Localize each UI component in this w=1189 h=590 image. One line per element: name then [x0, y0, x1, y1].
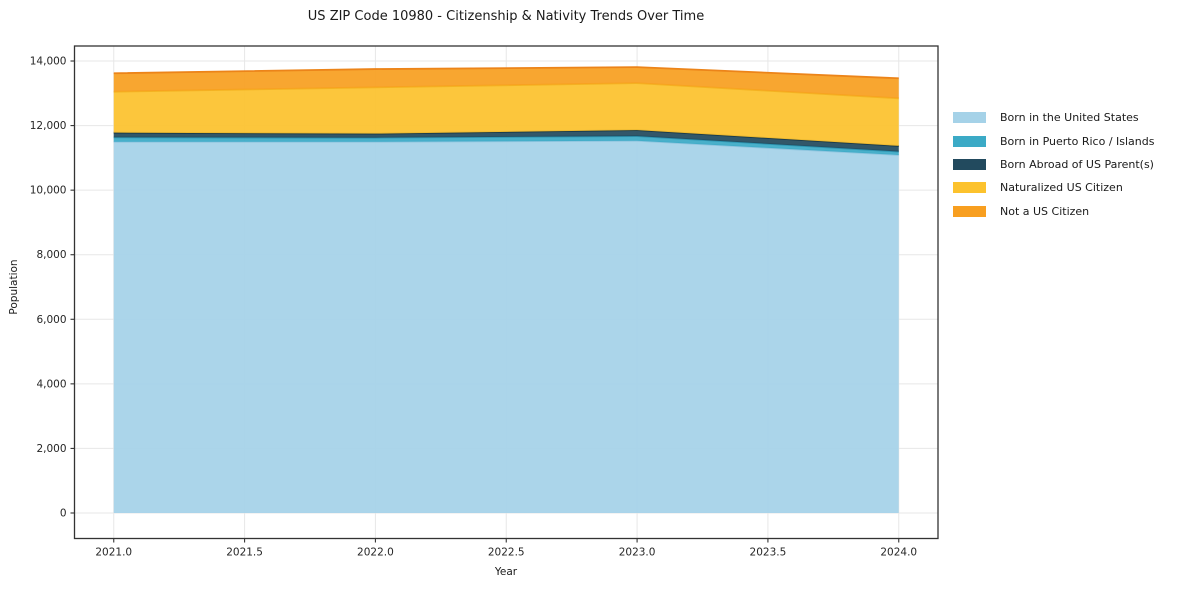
- x-tick-label: 2024.0: [880, 547, 917, 559]
- legend-item-label: Naturalized US Citizen: [1000, 181, 1123, 195]
- y-tick-label: 10,000: [30, 185, 67, 197]
- x-axis-ticks: 2021.0 2021.5 2022.0 2022.5 2023.0 2023.5 2024…: [95, 538, 917, 559]
- x-tick-label: 2023.0: [619, 547, 656, 559]
- x-tick-label: 2022.5: [488, 547, 525, 559]
- legend: Born in the United States Born in Puerto …: [953, 106, 1154, 223]
- y-tick-label: 12,000: [30, 120, 67, 132]
- legend-swatch: [953, 158, 986, 170]
- legend-swatch: [953, 205, 986, 217]
- legend-item-label: Born in Puerto Rico / Islands: [1000, 134, 1155, 148]
- x-tick-label: 2021.5: [226, 547, 263, 559]
- y-tick-label: 2,000: [36, 443, 66, 455]
- stacked-areas: [113, 66, 899, 513]
- legend-item: Born in the United States: [953, 106, 1154, 129]
- x-axis-label: Year: [494, 566, 518, 578]
- legend-item-label: Born in the United States: [1000, 111, 1139, 125]
- series-area-2: [113, 130, 899, 152]
- y-tick-label: 8,000: [36, 249, 66, 261]
- series-area-4: [113, 67, 899, 99]
- legend-item-label: Born Abroad of US Parent(s): [1000, 157, 1154, 171]
- legend-swatch: [953, 135, 986, 147]
- chart-title: US ZIP Code 10980 - Citizenship & Nativi…: [307, 9, 705, 24]
- x-tick-label: 2021.0: [95, 547, 132, 559]
- x-tick-label: 2022.0: [357, 547, 394, 559]
- y-tick-label: 0: [60, 507, 67, 519]
- series-area-3: [113, 83, 899, 146]
- y-axis-ticks: 0 2,000 4,000 6,000 8,000 10,000 12,000 14,000: [30, 56, 75, 519]
- legend-swatch: [953, 112, 986, 124]
- y-tick-label: 14,000: [30, 56, 67, 68]
- y-tick-label: 4,000: [36, 378, 66, 390]
- legend-swatch: [953, 182, 986, 194]
- legend-item: Naturalized US Citizen: [953, 176, 1154, 199]
- legend-item: Born Abroad of US Parent(s): [953, 153, 1154, 176]
- series-area-0: [113, 140, 899, 513]
- legend-item-label: Not a US Citizen: [1000, 204, 1090, 218]
- legend-item: Born in Puerto Rico / Islands: [953, 129, 1154, 152]
- x-tick-label: 2023.5: [750, 547, 787, 559]
- series-edge-4: [113, 66, 899, 80]
- legend-item: Not a US Citizen: [953, 200, 1154, 223]
- y-tick-label: 6,000: [36, 314, 66, 326]
